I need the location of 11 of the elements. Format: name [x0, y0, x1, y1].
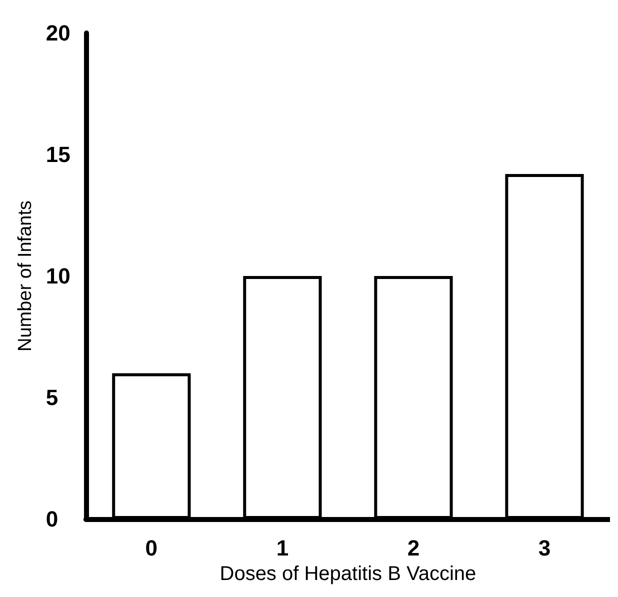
y-axis-title: Number of Infants — [15, 200, 36, 352]
y-tick-label: 15 — [46, 142, 70, 167]
x-tick-label: 2 — [407, 536, 420, 560]
y-tick-label: 0 — [46, 506, 58, 532]
x-tick-label: 1 — [276, 536, 289, 560]
x-tick-label: 3 — [538, 536, 551, 560]
x-axis-title: Doses of Hepatitis B Vaccine — [220, 562, 476, 585]
y-tick-label: 10 — [46, 264, 70, 288]
y-tick-label: 5 — [46, 385, 58, 410]
y-tick-label: 20 — [46, 20, 70, 46]
x-tick-label: 0 — [145, 536, 158, 560]
